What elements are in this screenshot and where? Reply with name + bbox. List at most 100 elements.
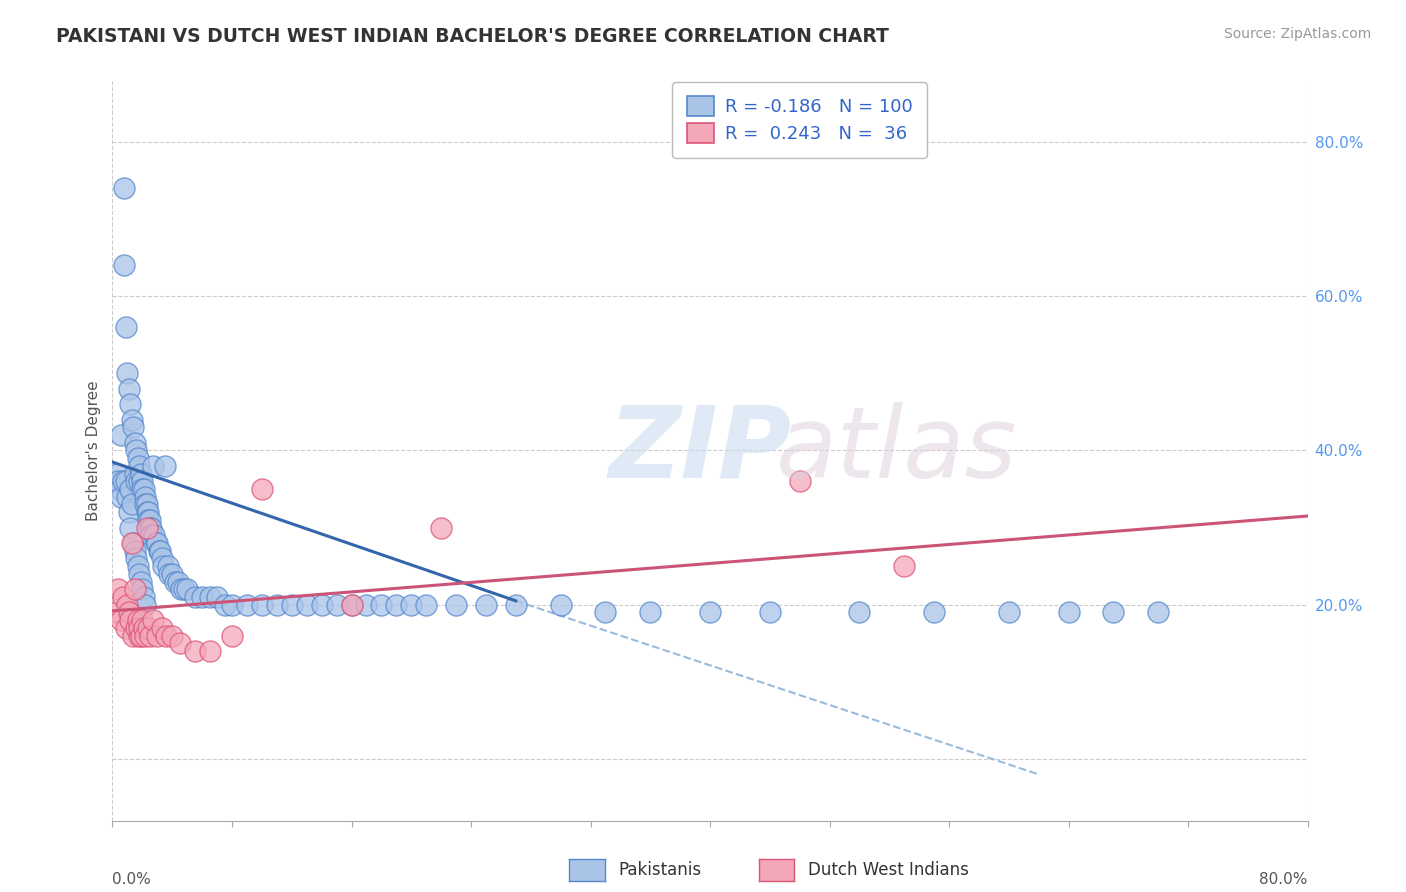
Point bbox=[173, 582, 195, 597]
Point bbox=[107, 582, 129, 597]
Point bbox=[127, 613, 149, 627]
Point bbox=[205, 590, 228, 604]
Point bbox=[110, 490, 132, 504]
Point bbox=[127, 559, 149, 574]
Point bbox=[922, 606, 945, 620]
Point bbox=[125, 621, 148, 635]
Point bbox=[146, 536, 169, 550]
Point bbox=[998, 606, 1021, 620]
Point bbox=[152, 559, 174, 574]
Point bbox=[120, 482, 142, 496]
Point bbox=[138, 505, 160, 519]
Point bbox=[108, 482, 131, 496]
Point bbox=[121, 536, 143, 550]
Point bbox=[356, 598, 378, 612]
Point bbox=[110, 613, 132, 627]
Point bbox=[115, 320, 138, 334]
Point bbox=[311, 598, 333, 612]
Point bbox=[444, 598, 467, 612]
Text: Source: ZipAtlas.com: Source: ZipAtlas.com bbox=[1223, 27, 1371, 41]
Point bbox=[145, 536, 167, 550]
Point bbox=[115, 475, 138, 489]
Point bbox=[105, 606, 128, 620]
Text: PAKISTANI VS DUTCH WEST INDIAN BACHELOR'S DEGREE CORRELATION CHART: PAKISTANI VS DUTCH WEST INDIAN BACHELOR'… bbox=[56, 27, 889, 45]
Point bbox=[595, 606, 617, 620]
Point bbox=[141, 520, 163, 534]
Point bbox=[183, 644, 205, 658]
Point bbox=[789, 475, 811, 489]
Point bbox=[198, 590, 221, 604]
Point bbox=[640, 606, 662, 620]
Text: Dutch West Indians: Dutch West Indians bbox=[808, 861, 969, 879]
Point bbox=[132, 590, 155, 604]
Point bbox=[129, 467, 152, 481]
Point bbox=[143, 528, 166, 542]
Point bbox=[385, 598, 408, 612]
Point bbox=[125, 551, 148, 566]
Point bbox=[295, 598, 318, 612]
Point bbox=[170, 582, 193, 597]
Point bbox=[893, 559, 915, 574]
Point bbox=[110, 428, 132, 442]
Point bbox=[699, 606, 721, 620]
Point bbox=[266, 598, 288, 612]
Point bbox=[131, 475, 153, 489]
Point bbox=[142, 458, 165, 473]
Point bbox=[118, 606, 141, 620]
Point bbox=[134, 498, 156, 512]
Point bbox=[128, 628, 150, 642]
Legend: R = -0.186   N = 100, R =  0.243   N =  36: R = -0.186 N = 100, R = 0.243 N = 36 bbox=[672, 82, 927, 158]
Text: 0.0%: 0.0% bbox=[112, 872, 152, 888]
Point bbox=[156, 559, 179, 574]
Point bbox=[214, 598, 236, 612]
Point bbox=[120, 520, 142, 534]
Point bbox=[505, 598, 527, 612]
Point bbox=[129, 574, 152, 589]
Point bbox=[138, 513, 160, 527]
Point bbox=[122, 420, 145, 434]
Point bbox=[121, 412, 143, 426]
Point bbox=[121, 498, 143, 512]
Text: 80.0%: 80.0% bbox=[1260, 872, 1308, 888]
Point bbox=[250, 482, 273, 496]
Point bbox=[132, 482, 155, 496]
Point bbox=[281, 598, 304, 612]
Point bbox=[157, 566, 180, 581]
Point bbox=[134, 490, 156, 504]
Point bbox=[325, 598, 347, 612]
Point bbox=[125, 475, 148, 489]
Point bbox=[340, 598, 363, 612]
Point bbox=[124, 543, 146, 558]
Point bbox=[134, 628, 156, 642]
Point bbox=[111, 590, 134, 604]
Point bbox=[131, 482, 153, 496]
Point bbox=[120, 397, 142, 411]
Point bbox=[415, 598, 437, 612]
Point bbox=[759, 606, 782, 620]
Point bbox=[146, 628, 169, 642]
Point bbox=[167, 574, 190, 589]
Point bbox=[125, 443, 148, 458]
Point bbox=[1057, 606, 1080, 620]
Point bbox=[183, 590, 205, 604]
Point bbox=[250, 598, 273, 612]
Point bbox=[155, 628, 177, 642]
Point bbox=[135, 505, 157, 519]
Point bbox=[128, 566, 150, 581]
Point bbox=[124, 435, 146, 450]
Text: Pakistanis: Pakistanis bbox=[619, 861, 702, 879]
Point bbox=[128, 621, 150, 635]
Point bbox=[236, 598, 259, 612]
Point bbox=[138, 621, 160, 635]
Point bbox=[475, 598, 498, 612]
Point bbox=[139, 628, 162, 642]
Point bbox=[148, 543, 170, 558]
Point bbox=[117, 367, 139, 381]
Point bbox=[401, 598, 423, 612]
Point bbox=[124, 582, 146, 597]
Point bbox=[169, 636, 191, 650]
Point bbox=[221, 598, 243, 612]
Point bbox=[165, 574, 187, 589]
Point bbox=[149, 543, 172, 558]
Point bbox=[139, 513, 162, 527]
